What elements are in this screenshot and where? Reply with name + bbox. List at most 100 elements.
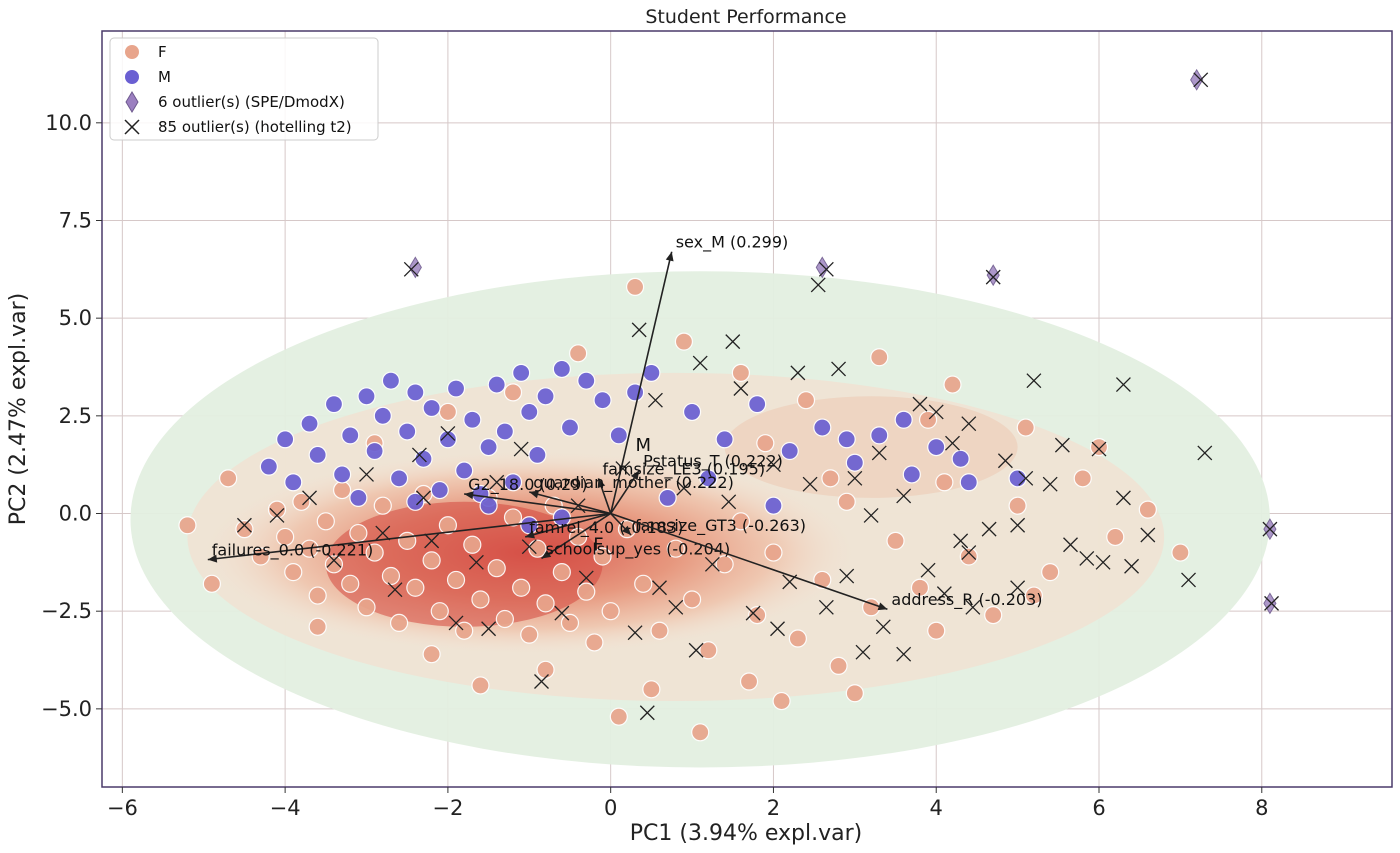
legend-label: F	[158, 43, 167, 61]
class-centroid-label: F	[593, 535, 603, 556]
hotelling-outlier-marker	[326, 552, 342, 568]
data-point-f	[446, 570, 466, 590]
data-point-f	[634, 574, 653, 593]
spe-outlier-marker	[408, 256, 422, 279]
y-tick-label: 10.0	[45, 111, 92, 135]
x-axis-title: PC1 (3.94% expl.var)	[630, 821, 862, 846]
hotelling-outlier-marker	[802, 476, 818, 492]
data-point-m	[398, 422, 417, 441]
hotelling-outlier-marker	[513, 441, 529, 457]
hotelling-outlier-marker	[1010, 580, 1026, 596]
hotelling-outlier-marker	[403, 261, 419, 277]
hotelling-outlier-marker	[733, 381, 749, 396]
hotelling-outlier-marker	[1079, 550, 1095, 566]
chart-title: Student Performance	[645, 6, 846, 28]
data-point-f	[406, 578, 425, 597]
data-point-f	[1016, 418, 1035, 437]
data-point-m	[300, 414, 319, 433]
hotelling-outlier-marker	[790, 365, 806, 381]
hotelling-outlier-marker	[1262, 521, 1278, 537]
data-point-f	[495, 609, 514, 629]
loading-label: address_R (-0.203)	[891, 590, 1042, 610]
legend-label: M	[158, 68, 171, 86]
data-point-f	[520, 625, 539, 644]
data-point-f	[463, 535, 482, 554]
hotelling-outlier-marker	[489, 474, 505, 490]
x-tick-label: −4	[270, 796, 301, 820]
data-point-f	[398, 531, 417, 550]
data-point-m	[381, 371, 401, 390]
hotelling-outlier-marker	[721, 494, 737, 510]
data-point-m	[357, 387, 376, 406]
hotelling-outlier-marker	[631, 322, 647, 338]
hotelling-outlier-marker	[855, 644, 871, 660]
data-point-f	[1024, 586, 1043, 605]
data-point-m	[813, 418, 832, 437]
data-point-f	[438, 516, 457, 535]
hotelling-outlier-marker	[896, 488, 912, 504]
hotelling-outlier-marker	[981, 521, 997, 537]
loading-arrowhead	[597, 478, 606, 489]
data-point-m	[780, 441, 799, 461]
hotelling-outlier-marker	[521, 539, 537, 555]
hotelling-outlier-marker	[639, 705, 655, 721]
loading-arrow	[207, 512, 611, 561]
loading-label: schoolsup_yes (-0.204)	[545, 539, 730, 559]
hotelling-outlier-marker	[359, 466, 374, 482]
data-point-f	[422, 645, 441, 664]
loading-arrowhead	[541, 550, 552, 559]
hotelling-outlier-marker	[1095, 554, 1111, 570]
hotelling-outlier-marker	[871, 445, 887, 461]
hotelling-outlier-marker	[440, 425, 456, 441]
hotelling-outlier-marker	[627, 625, 643, 641]
hotelling-outlier-marker	[953, 533, 969, 549]
hotelling-outlier-marker	[615, 461, 631, 477]
loading-label: sex_M (0.299)	[676, 233, 789, 253]
legend-marker-diamond	[125, 91, 139, 113]
data-point-f	[935, 473, 954, 492]
data-point-m	[748, 395, 767, 414]
hotelling-outlier-marker	[912, 396, 928, 412]
data-point-m	[349, 488, 368, 507]
data-point-f	[308, 617, 327, 636]
x-tick-label: 2	[767, 796, 780, 820]
legend-marker-circle	[125, 45, 139, 59]
hotelling-outlier-marker	[424, 533, 440, 549]
loading-label: G2_18.0 (0.29)	[468, 475, 587, 495]
data-point-f	[276, 527, 295, 547]
hotelling-outlier-marker	[839, 568, 855, 584]
y-tick-label: −5.0	[41, 697, 92, 721]
data-point-m	[446, 379, 466, 398]
data-point-f	[324, 555, 344, 574]
hotelling-outlier-marker	[1018, 470, 1034, 486]
data-point-f	[837, 492, 856, 511]
hotelling-outlier-marker	[765, 457, 781, 473]
data-point-m	[1008, 469, 1027, 488]
hotelling-outlier-marker	[302, 490, 317, 506]
loading-arrow	[464, 493, 611, 515]
data-point-f	[438, 402, 457, 422]
hotelling-outlier-marker	[1026, 373, 1042, 389]
data-point-f	[503, 383, 523, 402]
data-point-f	[422, 551, 441, 570]
loading-label: failures_0.0 (-0.221)	[212, 541, 373, 561]
data-point-f	[1089, 437, 1109, 457]
data-point-f	[308, 586, 327, 605]
data-point-f	[650, 621, 669, 640]
hotelling-outlier-marker	[704, 556, 720, 572]
data-point-m	[870, 426, 889, 445]
data-point-f	[984, 605, 1003, 625]
data-point-m	[495, 422, 514, 441]
hotelling-outlier-marker	[578, 570, 594, 586]
data-point-f	[202, 574, 221, 593]
hotelling-outlier-marker	[1140, 527, 1156, 543]
data-point-f	[739, 672, 759, 691]
hotelling-outlier-marker	[863, 508, 879, 523]
data-point-m	[308, 445, 327, 465]
data-point-m	[463, 410, 482, 429]
data-point-m	[528, 445, 547, 465]
data-point-m	[764, 496, 783, 515]
data-point-f	[829, 656, 848, 675]
hotelling-outlier-marker	[1193, 72, 1209, 88]
loading-arrow	[609, 251, 673, 514]
